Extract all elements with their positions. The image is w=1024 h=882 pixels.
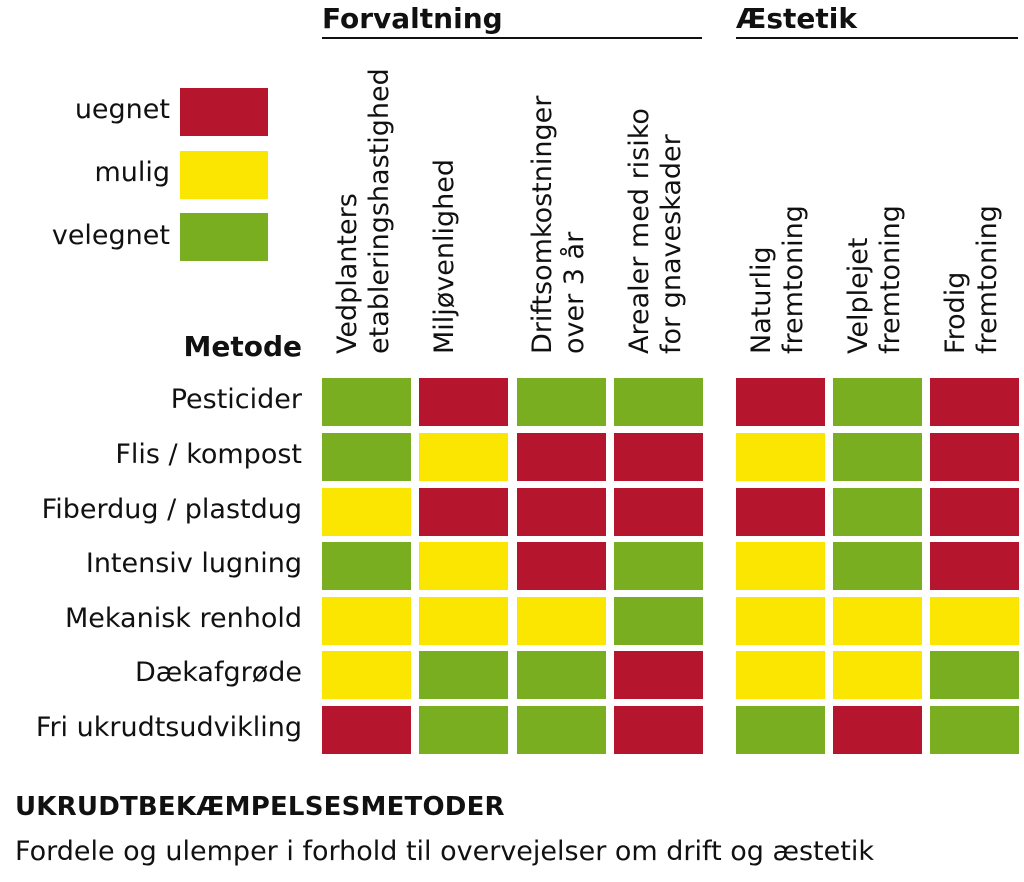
heatmap-cell-r0-c6 — [930, 378, 1019, 426]
column-header-3: Arealer med risiko for gnaveskader — [624, 14, 714, 354]
heatmap-cell-r2-c2 — [517, 488, 606, 536]
row-label-1: Flis / kompost — [115, 439, 302, 470]
column-header-label: Vedplanters etableringshastighed — [332, 68, 395, 354]
legend-swatch-uegnet — [180, 88, 268, 136]
row-label-3: Intensiv lugning — [85, 548, 302, 579]
column-header-label: Frodig fremtoning — [940, 205, 1003, 354]
column-header-label: Velplejet fremtoning — [843, 205, 906, 354]
heatmap-cell-r6-c6 — [930, 706, 1019, 754]
heatmap-cell-r6-c1 — [419, 706, 508, 754]
heatmap-cell-r1-c2 — [517, 433, 606, 481]
heatmap-cell-r0-c4 — [736, 378, 825, 426]
heatmap-cell-r1-c5 — [833, 433, 922, 481]
heatmap-cell-r3-c4 — [736, 542, 825, 590]
column-header-2: Driftsomkostninger over 3 år — [527, 14, 617, 354]
heatmap-cell-r5-c3 — [614, 651, 703, 699]
heatmap-cell-r1-c6 — [930, 433, 1019, 481]
heatmap-cell-r4-c1 — [419, 597, 508, 645]
heatmap-cell-r6-c0 — [322, 706, 411, 754]
heatmap-cell-r3-c2 — [517, 542, 606, 590]
heatmap-cell-r5-c6 — [930, 651, 1019, 699]
heatmap-cell-r4-c5 — [833, 597, 922, 645]
heatmap-cell-r6-c4 — [736, 706, 825, 754]
heatmap-cell-r3-c6 — [930, 542, 1019, 590]
heatmap-cell-r6-c2 — [517, 706, 606, 754]
heatmap-cell-r2-c1 — [419, 488, 508, 536]
heatmap-cell-r0-c3 — [614, 378, 703, 426]
heatmap-cell-r3-c5 — [833, 542, 922, 590]
row-label-5: Dækafgrøde — [134, 657, 302, 688]
heatmap-cell-r1-c4 — [736, 433, 825, 481]
row-label-6: Fri ukrudtsudvikling — [35, 712, 302, 743]
heatmap-cell-r5-c2 — [517, 651, 606, 699]
heatmap-cell-r2-c0 — [322, 488, 411, 536]
heatmap-cell-r2-c5 — [833, 488, 922, 536]
column-header-label: Arealer med risiko for gnaveskader — [624, 108, 687, 354]
column-header-1: Miljøvenlighed — [429, 14, 519, 354]
legend-label-mulig: mulig — [94, 157, 170, 188]
heatmap-cell-r6-c3 — [614, 706, 703, 754]
heatmap-cell-r1-c1 — [419, 433, 508, 481]
row-label-0: Pesticider — [170, 384, 302, 415]
heatmap-cell-r5-c4 — [736, 651, 825, 699]
column-header-label: Driftsomkostninger over 3 år — [527, 95, 590, 354]
metode-label: Metode — [183, 330, 302, 363]
heatmap-cell-r4-c6 — [930, 597, 1019, 645]
legend-label-uegnet: uegnet — [74, 94, 170, 125]
group-rule-forvaltning — [322, 37, 702, 39]
heatmap-cell-r4-c3 — [614, 597, 703, 645]
heatmap-cell-r3-c0 — [322, 542, 411, 590]
heatmap-cell-r3-c1 — [419, 542, 508, 590]
heatmap-cell-r0-c2 — [517, 378, 606, 426]
heatmap-cell-r1-c0 — [322, 433, 411, 481]
footer-title: UKRUDTBEKÆMPELSESMETODER — [15, 792, 505, 822]
heatmap-cell-r3-c3 — [614, 542, 703, 590]
column-header-6: Frodig fremtoning — [940, 14, 1024, 354]
heatmap-cell-r1-c3 — [614, 433, 703, 481]
heatmap-cell-r0-c1 — [419, 378, 508, 426]
row-label-4: Mekanisk renhold — [64, 603, 302, 634]
legend-swatch-velegnet — [180, 213, 268, 261]
heatmap-cell-r0-c5 — [833, 378, 922, 426]
column-header-4: Naturlig fremtoning — [746, 14, 836, 354]
column-header-label: Naturlig fremtoning — [746, 205, 809, 354]
group-title-forvaltning: Forvaltning — [322, 2, 503, 35]
heatmap-cell-r2-c3 — [614, 488, 703, 536]
heatmap-cell-r2-c4 — [736, 488, 825, 536]
heatmap-cell-r4-c2 — [517, 597, 606, 645]
heatmap-cell-r4-c0 — [322, 597, 411, 645]
heatmap-cell-r2-c6 — [930, 488, 1019, 536]
heatmap-cell-r6-c5 — [833, 706, 922, 754]
heatmap-cell-r5-c1 — [419, 651, 508, 699]
column-header-0: Vedplanters etableringshastighed — [332, 14, 422, 354]
group-rule-aestetik — [736, 37, 1018, 39]
legend-label-velegnet: velegnet — [51, 220, 170, 251]
row-label-2: Fiberdug / plastdug — [41, 494, 302, 525]
heatmap-cell-r5-c5 — [833, 651, 922, 699]
heatmap-cell-r0-c0 — [322, 378, 411, 426]
column-header-label: Miljøvenlighed — [429, 158, 460, 354]
heatmap-cell-r5-c0 — [322, 651, 411, 699]
legend-swatch-mulig — [180, 151, 268, 199]
column-header-5: Velplejet fremtoning — [843, 14, 933, 354]
group-title-aestetik: Æstetik — [736, 2, 858, 35]
footer-subtitle: Fordele og ulemper i forhold til overvej… — [15, 836, 874, 867]
heatmap-cell-r4-c4 — [736, 597, 825, 645]
